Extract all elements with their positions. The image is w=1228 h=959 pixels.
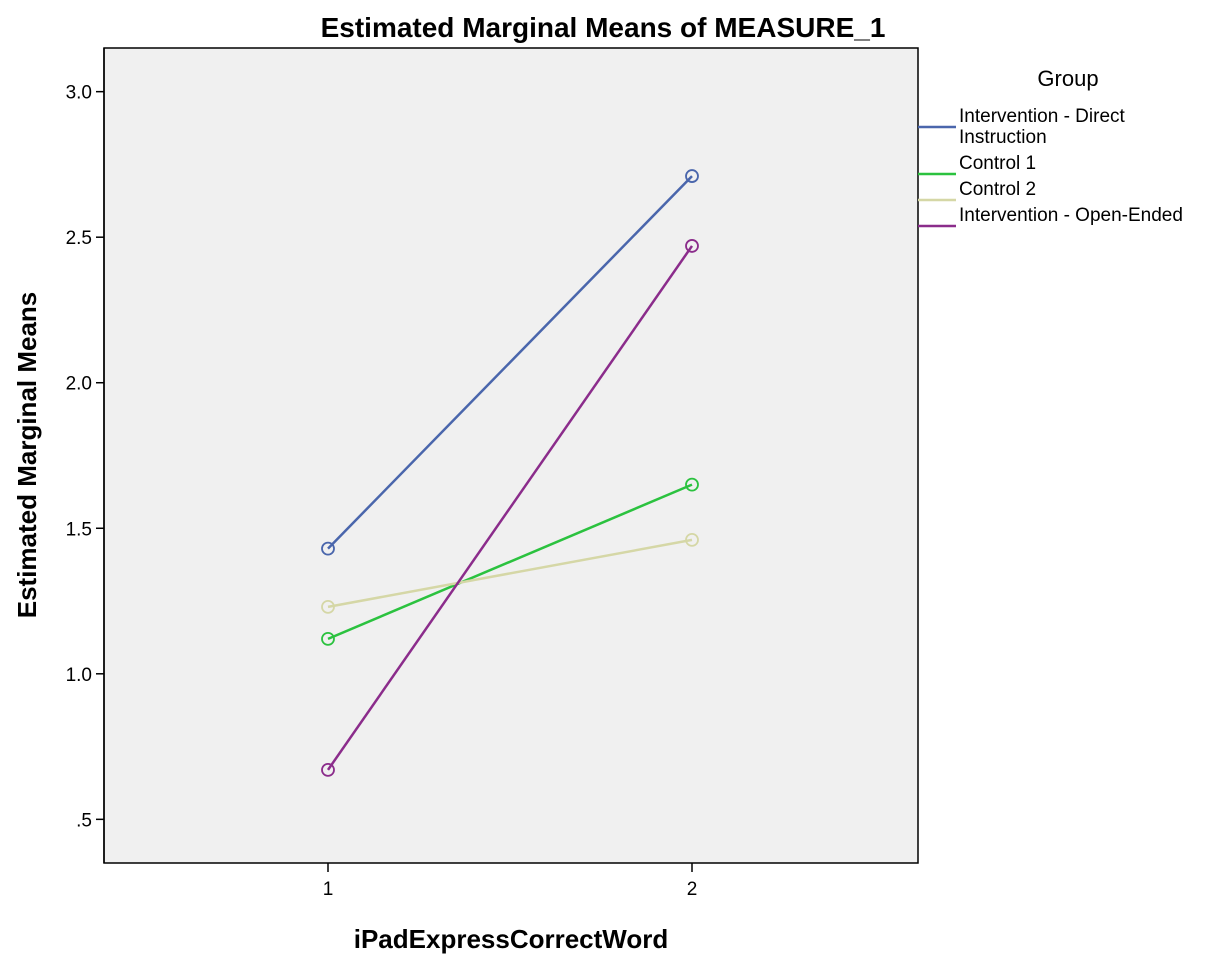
legend-label-line: Instruction	[959, 127, 1047, 148]
x-tick-label: 2	[687, 879, 698, 900]
y-tick-label: 1.5	[66, 519, 92, 540]
data-point-marker	[685, 239, 699, 253]
x-tick-label: 1	[323, 879, 334, 900]
y-axis-label: Estimated Marginal Means	[12, 292, 42, 619]
data-point-marker	[321, 762, 335, 777]
chart-title: Estimated Marginal Means of MEASURE_1	[321, 12, 886, 43]
legend-label-line: Intervention - Open-Ended	[959, 205, 1183, 226]
series-layer	[321, 169, 699, 777]
legend-label: Intervention - Direct Instruction	[959, 106, 1126, 148]
y-tick-label: 2.0	[66, 374, 92, 395]
y-tick-label: 1.0	[66, 665, 92, 686]
legend-label-line: Control 2	[959, 179, 1036, 200]
y-tick-label: .5	[76, 810, 92, 831]
y-tick-label: 3.0	[66, 83, 92, 104]
legend-label-line: Control 1	[959, 153, 1036, 174]
data-point-marker	[321, 599, 335, 614]
data-point-marker	[321, 631, 335, 646]
legend: Intervention - Direct Instruction Control …	[918, 106, 1183, 228]
legend-title: Group	[1037, 66, 1098, 91]
legend-label-line: Intervention - Direct	[959, 106, 1126, 127]
legend-label: Intervention - Open-Ended	[959, 205, 1183, 226]
series-line	[326, 245, 694, 771]
series-line	[327, 483, 693, 641]
y-tick-label: 2.5	[66, 228, 92, 249]
series-line	[327, 538, 693, 609]
legend-label: Control 1	[959, 153, 1036, 174]
legend-label: Control 2	[959, 179, 1036, 200]
data-point-marker	[685, 477, 699, 492]
data-point-marker	[685, 533, 699, 547]
y-axis: .5 1.0 1.5 2.0 2.5 3.0	[66, 48, 105, 863]
data-point-marker	[685, 169, 699, 183]
data-point-marker	[321, 541, 335, 556]
plot-area	[103, 47, 919, 864]
series-line	[327, 175, 693, 550]
x-axis-label: iPadExpressCorrectWord	[354, 924, 669, 954]
